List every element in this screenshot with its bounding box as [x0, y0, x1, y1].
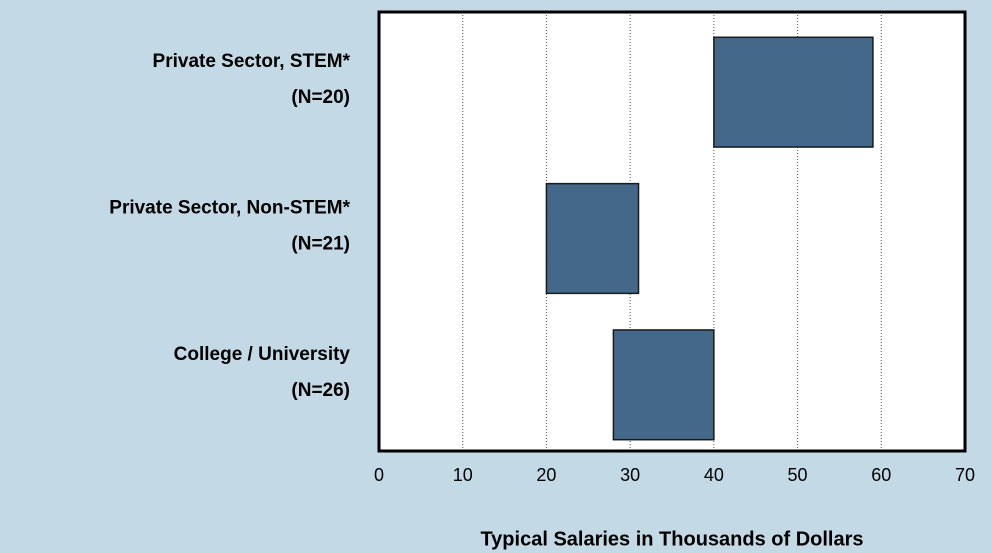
plot-layer: [378, 12, 966, 451]
bar: [713, 36, 874, 148]
x-tick-label: 70: [955, 465, 975, 485]
bar: [612, 329, 715, 441]
category-label: Private Sector, STEM*: [153, 51, 351, 72]
x-tick-label: 20: [536, 465, 556, 485]
category-label: Private Sector, Non-STEM*: [109, 198, 350, 219]
category-label: (N=20): [291, 87, 350, 108]
x-tick-label: 50: [788, 465, 808, 485]
x-tick-label: 30: [620, 465, 640, 485]
category-label: (N=21): [291, 234, 350, 255]
x-tick-label: 60: [871, 465, 891, 485]
bar: [545, 182, 640, 295]
x-tick-label: 40: [704, 465, 724, 485]
x-tick-label: 10: [453, 465, 473, 485]
category-label: (N=26): [291, 380, 350, 401]
plot-frame: [377, 10, 967, 453]
x-tick-label: 0: [374, 465, 384, 485]
x-axis-label: Typical Salaries in Thousands of Dollars: [480, 528, 863, 550]
category-label: College / University: [174, 344, 351, 365]
